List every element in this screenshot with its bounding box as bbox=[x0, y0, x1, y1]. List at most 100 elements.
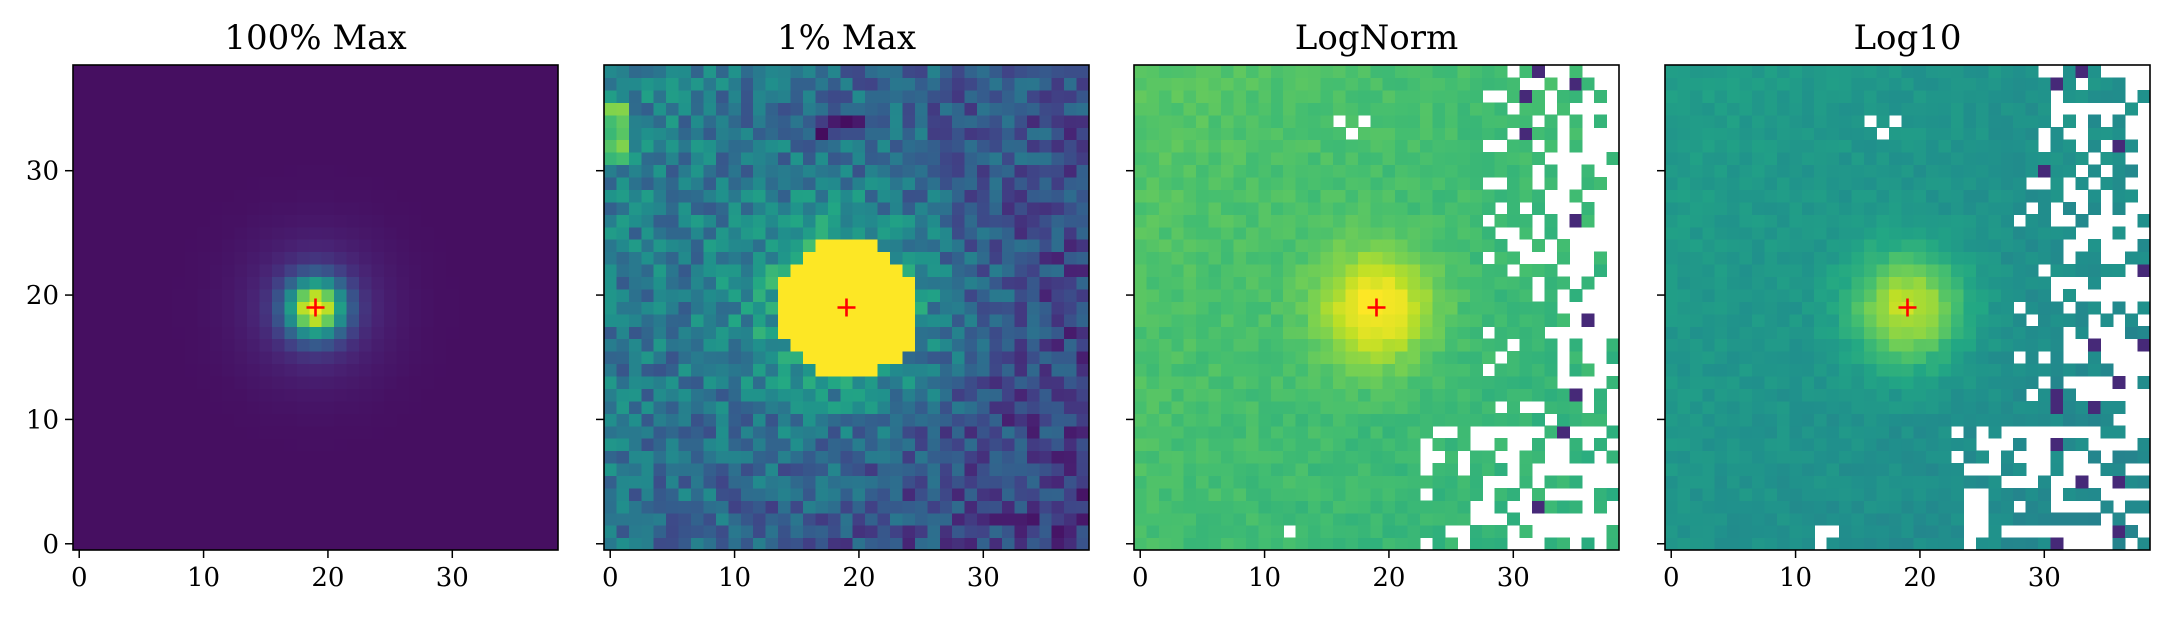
heatmap-cell bbox=[1171, 500, 1185, 514]
heatmap-cell bbox=[1457, 102, 1471, 116]
heatmap-cell bbox=[678, 301, 692, 315]
heatmap-cell bbox=[1283, 438, 1297, 452]
heatmap-cell bbox=[334, 251, 348, 265]
heatmap-cell bbox=[321, 65, 335, 79]
heatmap-cell bbox=[1407, 164, 1421, 178]
heatmap-cell bbox=[790, 226, 804, 240]
heatmap-cell bbox=[728, 400, 742, 414]
heatmap-cell bbox=[1014, 114, 1028, 128]
heatmap-cell bbox=[1134, 388, 1148, 402]
heatmap-cell bbox=[1233, 102, 1247, 116]
heatmap-cell bbox=[1320, 214, 1334, 228]
heatmap-cell bbox=[1531, 487, 1545, 501]
heatmap-cell bbox=[1370, 276, 1384, 290]
heatmap-cell bbox=[840, 462, 854, 476]
heatmap-cell bbox=[1382, 139, 1396, 153]
heatmap-cell bbox=[1014, 226, 1028, 240]
heatmap-cell bbox=[1444, 239, 1458, 253]
heatmap-cell bbox=[421, 176, 435, 190]
heatmap-cell bbox=[1581, 363, 1595, 377]
heatmap-cell bbox=[1146, 226, 1160, 240]
heatmap-cell bbox=[1469, 363, 1483, 377]
heatmap-cell bbox=[1026, 189, 1040, 203]
heatmap-cell bbox=[1146, 288, 1160, 302]
heatmap-cell bbox=[1714, 525, 1728, 539]
heatmap-cell bbox=[840, 65, 854, 79]
heatmap-cell bbox=[458, 413, 472, 427]
heatmap-cell bbox=[495, 189, 509, 203]
heatmap-cell bbox=[1888, 500, 1902, 514]
heatmap-cell bbox=[346, 301, 360, 315]
heatmap-cell bbox=[1320, 313, 1334, 327]
heatmap-cell bbox=[1146, 276, 1160, 290]
heatmap-cell bbox=[753, 226, 767, 240]
heatmap-cell bbox=[1196, 487, 1210, 501]
heatmap-cell bbox=[1457, 201, 1471, 215]
heatmap-cell bbox=[1064, 450, 1078, 464]
heatmap-cell bbox=[520, 301, 534, 315]
heatmap-cell bbox=[1544, 338, 1558, 352]
heatmap-cell bbox=[1444, 114, 1458, 128]
heatmap-cell bbox=[284, 251, 298, 265]
heatmap-cell bbox=[1370, 487, 1384, 501]
heatmap-cell bbox=[989, 251, 1003, 265]
heatmap-cell bbox=[1420, 276, 1434, 290]
heatmap-cell bbox=[628, 351, 642, 365]
heatmap-cell bbox=[852, 176, 866, 190]
heatmap-cell bbox=[1370, 288, 1384, 302]
heatmap-cell bbox=[1320, 487, 1334, 501]
heatmap-cell bbox=[296, 139, 310, 153]
heatmap-cell bbox=[1146, 313, 1160, 327]
heatmap-cell bbox=[1320, 77, 1334, 91]
heatmap-cell bbox=[802, 164, 817, 178]
heatmap-cell bbox=[247, 263, 261, 278]
heatmap-cell bbox=[172, 189, 186, 203]
heatmap-cell bbox=[1026, 338, 1040, 352]
heatmap-cell bbox=[408, 102, 422, 116]
heatmap-cell bbox=[1370, 89, 1384, 103]
heatmap-cell bbox=[1444, 164, 1458, 178]
heatmap-cell bbox=[1814, 326, 1828, 340]
heatmap-cell bbox=[1469, 77, 1483, 91]
x-tick-label: 0 bbox=[602, 563, 619, 593]
heatmap-cell bbox=[703, 326, 717, 340]
heatmap-cell bbox=[1382, 176, 1396, 190]
heatmap-cell bbox=[952, 102, 966, 116]
heatmap-cell bbox=[1332, 301, 1347, 315]
heatmap-cell bbox=[1258, 425, 1272, 439]
heatmap-cell bbox=[1926, 438, 1940, 452]
heatmap-cell bbox=[865, 139, 879, 153]
heatmap-cell bbox=[616, 288, 630, 302]
heatmap-cell bbox=[964, 139, 978, 153]
heatmap-cell bbox=[97, 65, 111, 79]
heatmap-cell bbox=[989, 214, 1003, 228]
heatmap-cell bbox=[1407, 288, 1421, 302]
heatmap-cell bbox=[678, 263, 692, 278]
heatmap-cell bbox=[1370, 338, 1384, 352]
heatmap-cell bbox=[914, 288, 928, 302]
heatmap-cell bbox=[97, 487, 111, 501]
heatmap-cell bbox=[989, 263, 1003, 278]
heatmap-cell bbox=[1382, 214, 1396, 228]
heatmap-cell bbox=[939, 475, 953, 489]
heatmap-cell bbox=[1076, 537, 1090, 551]
heatmap-cell bbox=[396, 388, 410, 402]
heatmap-cell bbox=[1714, 462, 1728, 476]
heatmap-cell bbox=[1208, 301, 1222, 315]
heatmap-cell bbox=[1665, 438, 1679, 452]
heatmap-cell bbox=[1494, 363, 1508, 377]
heatmap-cell bbox=[433, 500, 447, 514]
heatmap-cell bbox=[1395, 251, 1409, 265]
heatmap-cell bbox=[914, 425, 928, 439]
heatmap-cell bbox=[321, 475, 335, 489]
heatmap-cell bbox=[1332, 214, 1347, 228]
heatmap-cell bbox=[533, 89, 547, 103]
heatmap-cell bbox=[1221, 176, 1235, 190]
heatmap-cell bbox=[2087, 351, 2101, 365]
heatmap-cell bbox=[691, 450, 705, 464]
heatmap-cell bbox=[197, 462, 211, 476]
heatmap-cell bbox=[247, 487, 261, 501]
heatmap-cell bbox=[1457, 301, 1471, 315]
heatmap-cell bbox=[1432, 189, 1446, 203]
heatmap-cell bbox=[1051, 189, 1065, 203]
